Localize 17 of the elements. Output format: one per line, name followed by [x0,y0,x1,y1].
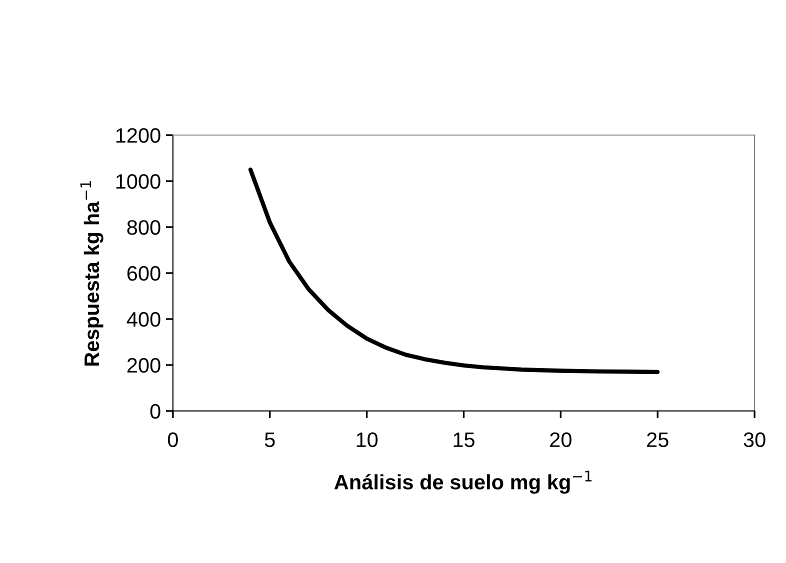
y-tick-label: 1200 [116,128,160,143]
x-tick-label: 10 [356,432,378,448]
y-tick-label: 600 [127,266,160,281]
x-tick-label: 0 [168,432,178,448]
y-tick-label: 1000 [116,174,160,189]
y-tick-label: 0 [150,404,160,419]
y-tick-label: 800 [127,220,160,235]
x-tick-label: 5 [264,432,275,448]
y-axis-title: Respuesta kg ha$^{−1}$ [80,181,104,366]
line-series [248,168,660,374]
y-tick-label: 200 [127,358,160,373]
x-tick-label: 30 [744,432,766,448]
y-tick-label: 400 [126,312,160,327]
x-tick-label: 15 [454,432,474,448]
x-axis-title: Análisis de suelo mg kg$^{−1}$ [334,470,592,494]
x-tick-label: 20 [550,432,572,448]
x-tick-label: 25 [647,432,668,448]
